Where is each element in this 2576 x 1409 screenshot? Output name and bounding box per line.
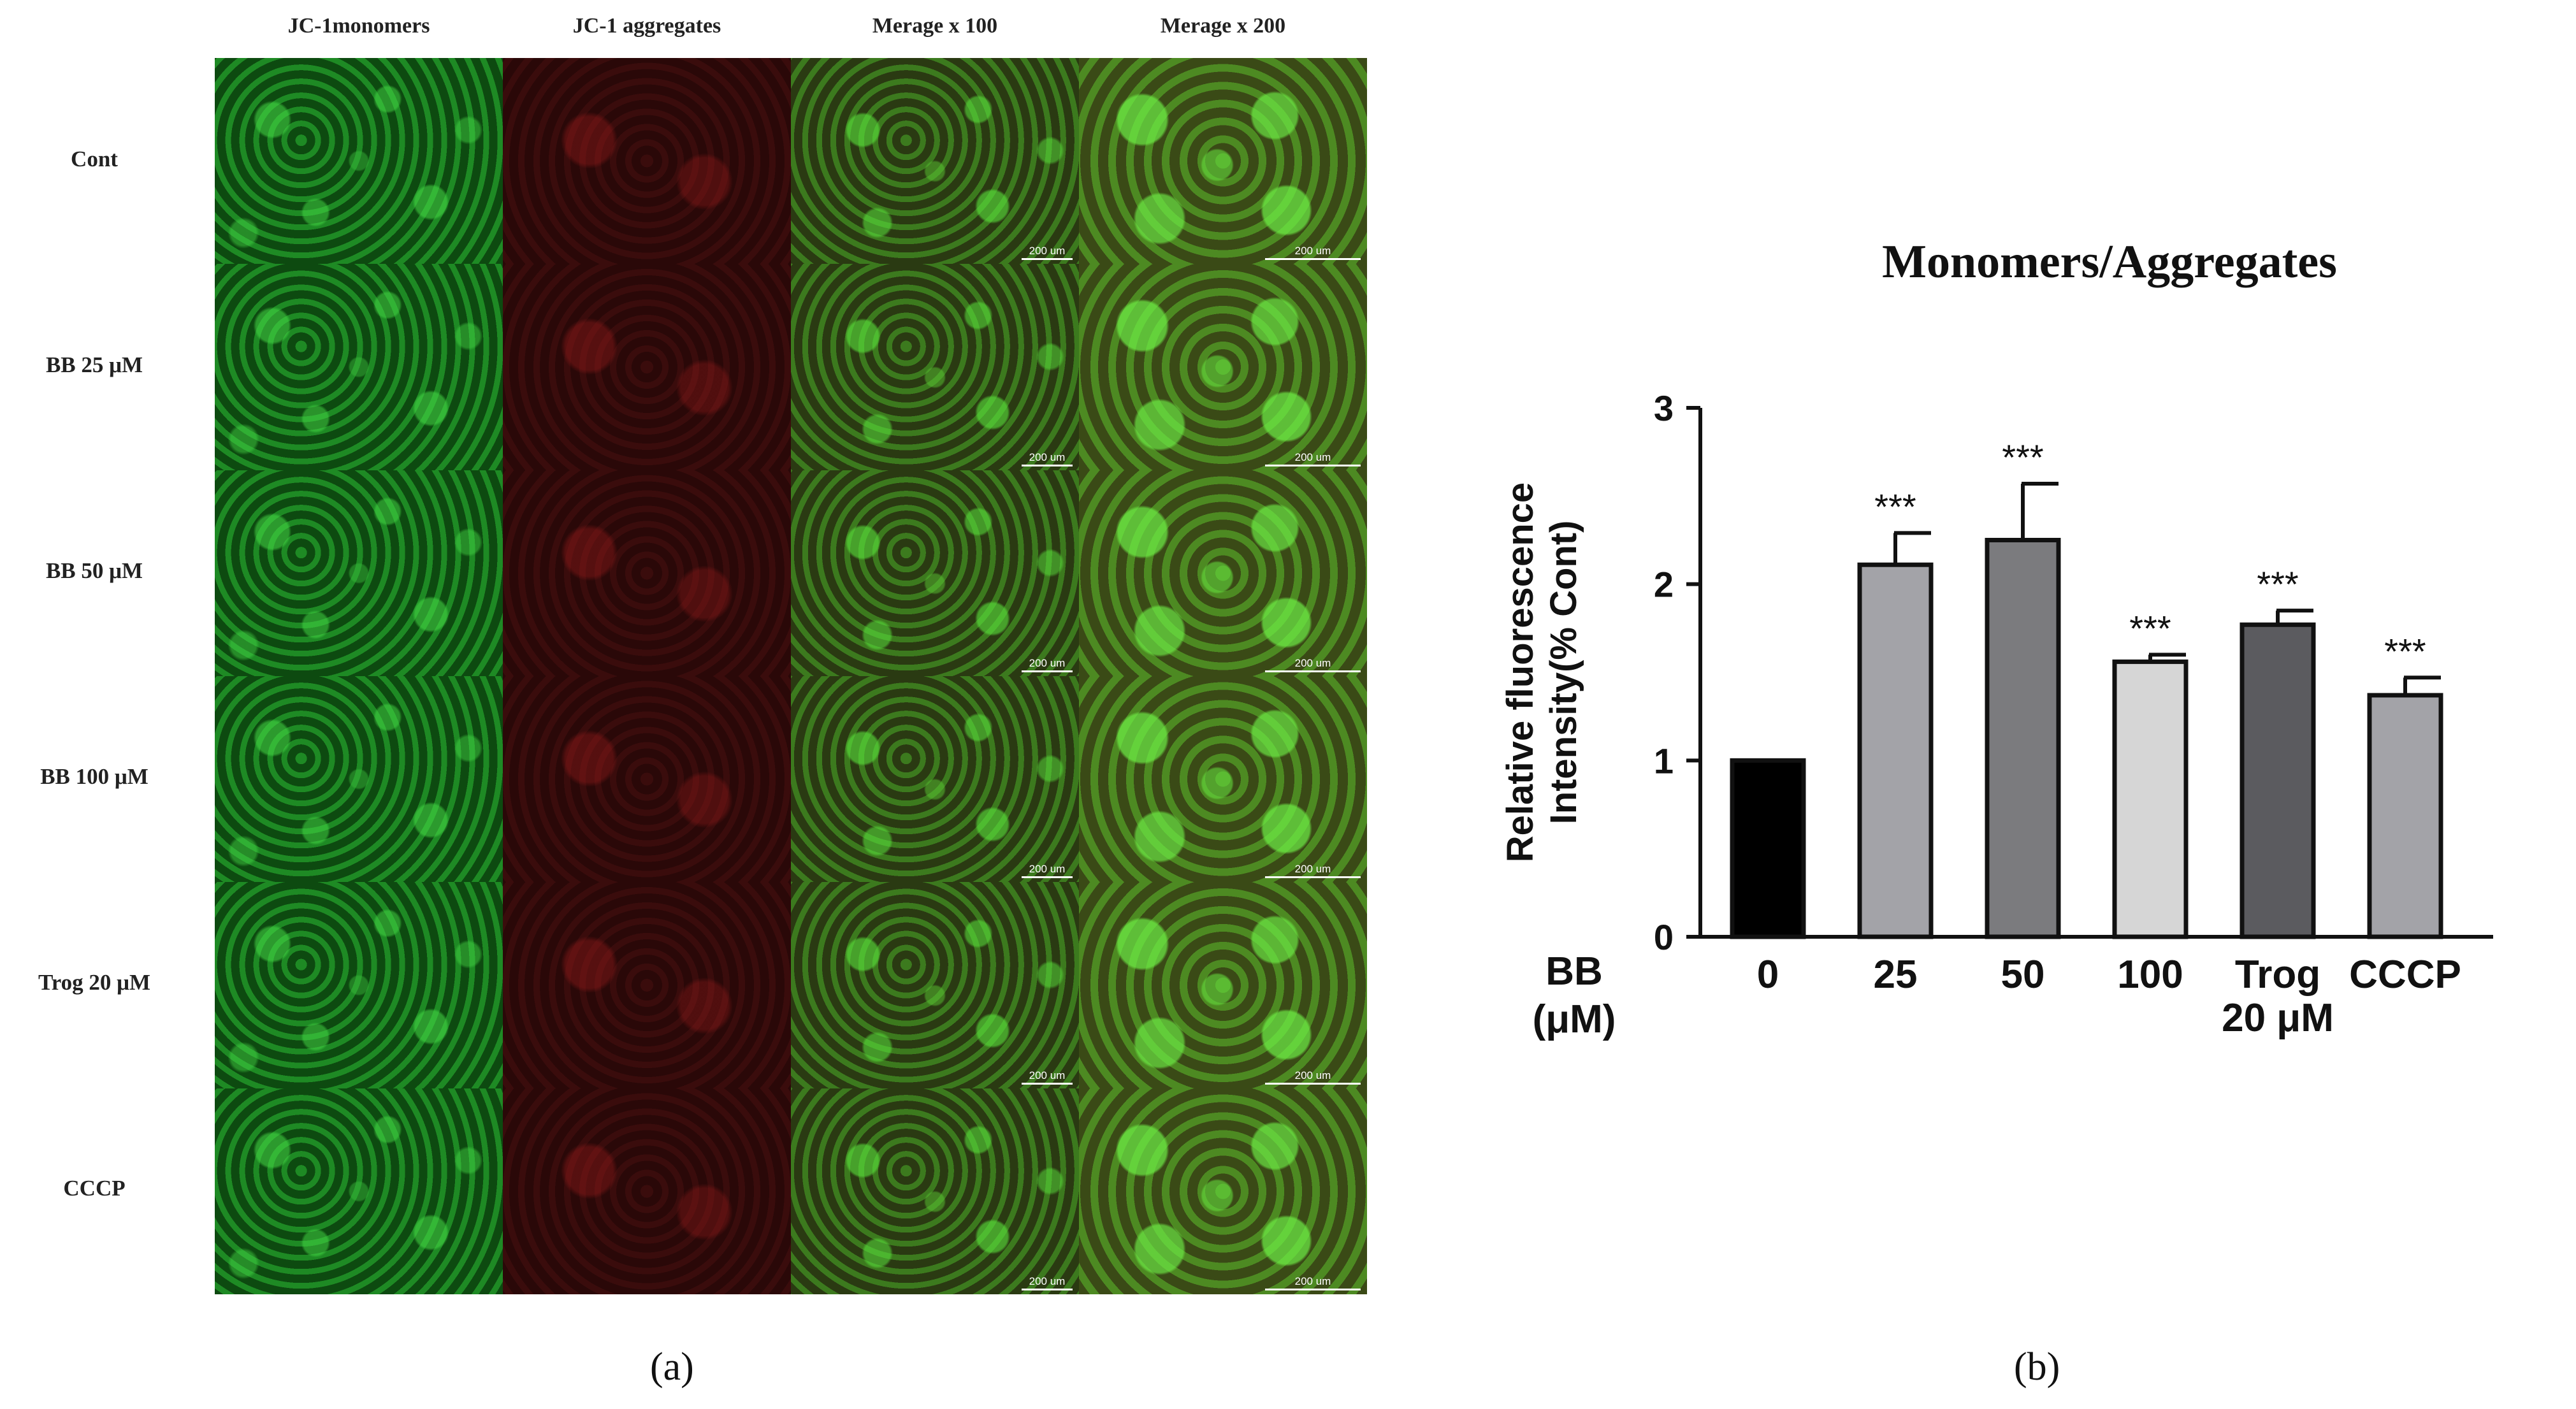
- scale-bar: 200 um: [1265, 1275, 1361, 1290]
- scale-bar: 200 um: [1022, 863, 1073, 879]
- y-tick-label: 1: [1654, 741, 1674, 781]
- scale-bar: 200 um: [1265, 657, 1361, 672]
- bar: [2240, 622, 2316, 939]
- chart-title: Monomers/Aggregates: [1882, 236, 2337, 288]
- micrograph-aggregates: [503, 1088, 791, 1294]
- scale-bar: 200 um: [1265, 451, 1361, 466]
- scale-bar-label: 200 um: [1029, 863, 1066, 876]
- micrograph-aggregates: [503, 470, 791, 676]
- panel-label-a: (a): [650, 1345, 694, 1389]
- x-axis-title-line2: (μM): [1533, 997, 1616, 1041]
- scale-bar: 200 um: [1022, 657, 1073, 672]
- column-header: JC-1 aggregates: [572, 14, 721, 38]
- significance-label: ***: [2129, 608, 2171, 648]
- micrograph-merge-200: 200 um: [1079, 58, 1367, 264]
- micrograph-merge-100: 200 um: [791, 470, 1079, 676]
- x-tick-label: 25: [1874, 953, 1918, 997]
- x-tick-label: 0: [1757, 953, 1779, 997]
- row-label: CCCP: [63, 1176, 126, 1201]
- micrograph-merge-100: 200 um: [791, 676, 1079, 883]
- row-label: BB 100 μM: [40, 764, 148, 789]
- scale-bar-label: 200 um: [1029, 657, 1066, 669]
- scale-bar-label: 200 um: [1294, 1275, 1331, 1287]
- micrograph-aggregates: [503, 676, 791, 883]
- micrograph-monomers: [215, 58, 503, 264]
- micrograph-merge-100: 200 um: [791, 882, 1079, 1088]
- column-header: Merage x 200: [1160, 14, 1286, 38]
- x-tick-label: CCCP: [2349, 953, 2461, 997]
- micrograph-aggregates: [503, 264, 791, 470]
- micrograph-merge-200: 200 um: [1079, 470, 1367, 676]
- y-tick-label: 3: [1654, 388, 1674, 428]
- y-tick-label: 0: [1654, 917, 1674, 957]
- significance-label: ***: [2257, 564, 2298, 604]
- micrograph-monomers: [215, 882, 503, 1088]
- x-axis-title-line1: BB: [1545, 950, 1603, 994]
- micrograph-grid: 200 um 200 um 200 um 200 um 200 um 200 u…: [215, 58, 1367, 1294]
- bar: [2112, 659, 2189, 939]
- x-tick-label: 100: [2117, 953, 2183, 997]
- bar: [1985, 538, 2061, 939]
- scale-bar-label: 200 um: [1029, 1069, 1066, 1081]
- micrograph-monomers: [215, 264, 503, 470]
- scale-bar-label: 200 um: [1294, 863, 1331, 876]
- scale-bar: 200 um: [1022, 451, 1073, 466]
- row-label: BB 50 μM: [45, 558, 143, 583]
- scale-bar: 200 um: [1265, 245, 1361, 261]
- x-tick-label: Trog: [2235, 953, 2320, 997]
- micrograph-merge-100: 200 um: [791, 264, 1079, 470]
- row-label: Cont: [71, 147, 118, 171]
- x-tick-label: 50: [2001, 953, 2045, 997]
- scale-bar-label: 200 um: [1029, 1275, 1066, 1287]
- bar: [1857, 562, 1934, 939]
- y-axis-title: Relative fluorescenceIntensity(% Cont): [1500, 482, 1584, 862]
- scale-bar-label: 200 um: [1294, 451, 1331, 463]
- panel-b-chart: Monomers/Aggregates 0 1 2 3 Relative fluoresc…: [1466, 217, 2576, 1122]
- column-header: JC-1monomers: [287, 14, 430, 38]
- scale-bar-label: 200 um: [1294, 245, 1331, 257]
- micrograph-aggregates: [503, 882, 791, 1088]
- significance-label: ***: [2002, 437, 2043, 477]
- scale-bar: 200 um: [1022, 245, 1073, 261]
- bar-chart: Monomers/Aggregates 0 1 2 3 Relative fluoresc…: [1500, 236, 2493, 1041]
- y-tick-label: 2: [1654, 565, 1674, 605]
- bar: [2367, 693, 2443, 939]
- micrograph-merge-200: 200 um: [1079, 1088, 1367, 1294]
- scale-bar: 200 um: [1022, 1275, 1073, 1290]
- significance-label: ***: [2384, 631, 2426, 671]
- micrograph-aggregates: [503, 58, 791, 264]
- micrograph-merge-200: 200 um: [1079, 264, 1367, 470]
- x-tick-label: 20 μM: [2222, 996, 2334, 1040]
- bar: [1730, 758, 1806, 939]
- scale-bar-label: 200 um: [1029, 451, 1066, 463]
- significance-label: ***: [1874, 486, 1916, 526]
- micrograph-monomers: [215, 676, 503, 883]
- micrograph-merge-200: 200 um: [1079, 676, 1367, 883]
- micrograph-merge-200: 200 um: [1079, 882, 1367, 1088]
- panel-label-b: (b): [2014, 1345, 2060, 1389]
- micrograph-monomers: [215, 1088, 503, 1294]
- scale-bar: 200 um: [1265, 863, 1361, 879]
- scale-bar-label: 200 um: [1294, 1069, 1331, 1081]
- micrograph-monomers: [215, 470, 503, 676]
- column-header: Merage x 100: [872, 14, 998, 38]
- scale-bar: 200 um: [1265, 1069, 1361, 1085]
- micrograph-merge-100: 200 um: [791, 1088, 1079, 1294]
- scale-bar-label: 200 um: [1294, 657, 1331, 669]
- scale-bar-label: 200 um: [1029, 245, 1066, 257]
- micrograph-merge-100: 200 um: [791, 58, 1079, 264]
- row-label: Trog 20 μM: [38, 970, 151, 995]
- scale-bar: 200 um: [1022, 1069, 1073, 1085]
- row-label: BB 25 μM: [45, 352, 143, 377]
